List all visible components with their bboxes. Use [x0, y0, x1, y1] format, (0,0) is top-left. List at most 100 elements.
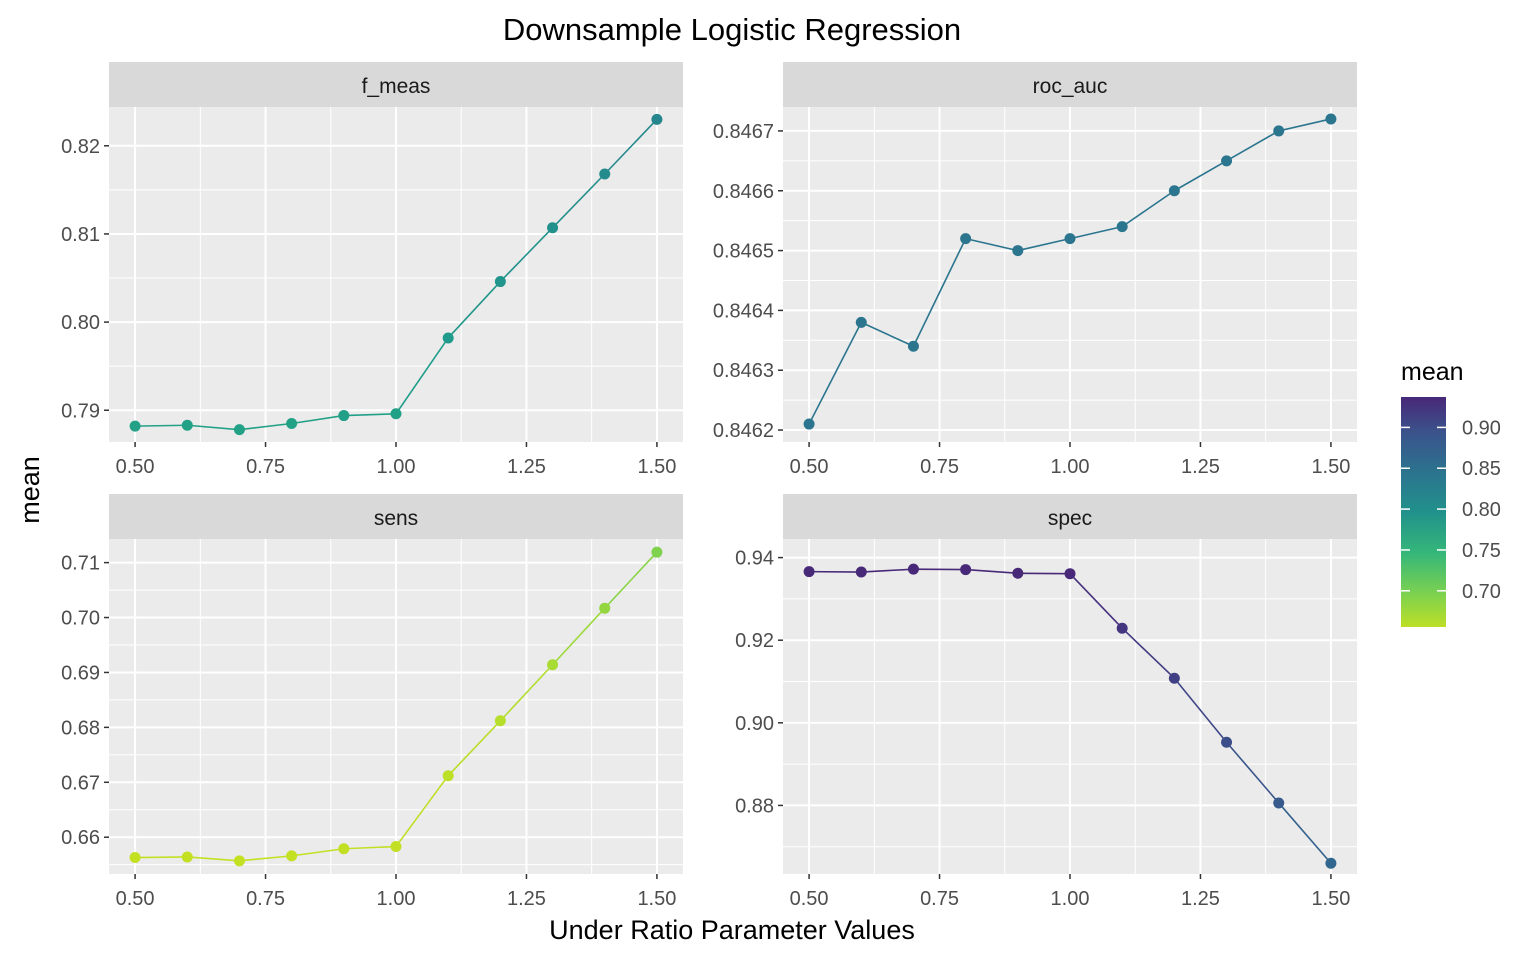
- data-point: [855, 316, 867, 328]
- y-tick-label: 0.8463: [713, 360, 774, 382]
- data-point: [233, 424, 245, 436]
- series-line-segment: [1121, 190, 1175, 228]
- data-point: [855, 566, 867, 578]
- y-tick-label: 0.90: [735, 713, 774, 735]
- x-tick-label: 1.00: [1051, 888, 1090, 910]
- y-tick-label: 0.79: [61, 400, 100, 422]
- data-point: [1168, 672, 1180, 684]
- series-line-segment: [1069, 573, 1123, 629]
- data-point: [907, 563, 919, 575]
- series-line-segment: [1173, 160, 1227, 192]
- x-tick-label: 1.00: [1051, 456, 1090, 478]
- x-tick-label: 1.00: [377, 888, 416, 910]
- facet-strip: [783, 494, 1357, 539]
- legend-tick-label: 0.90: [1462, 417, 1501, 439]
- y-tick-label: 0.88: [735, 795, 774, 817]
- data-point: [338, 843, 350, 855]
- data-point: [1012, 567, 1024, 579]
- data-point: [547, 222, 559, 234]
- facet-panel-sens: sens 0.71 0.70 0.69 0.68 0.67 0.66 0.50 0.75 1.00…: [61, 494, 683, 910]
- x-tick-label: 1.50: [1311, 456, 1350, 478]
- legend-tick-label: 0.75: [1462, 540, 1501, 562]
- series-line-segment: [1069, 225, 1123, 240]
- data-point: [181, 851, 193, 863]
- y-tick-label: 0.82: [61, 136, 100, 158]
- data-point: [1273, 125, 1285, 137]
- legend-tick-label: 0.85: [1462, 458, 1501, 480]
- data-point: [907, 340, 919, 352]
- series-line-segment: [808, 321, 862, 425]
- series-line-segment: [239, 855, 292, 862]
- data-point: [129, 852, 141, 864]
- legend-title: mean: [1401, 358, 1464, 386]
- chart-title: Downsample Logistic Regression: [503, 12, 961, 47]
- data-point: [960, 233, 972, 245]
- y-tick-label: 0.81: [61, 224, 100, 246]
- x-tick-label: 1.25: [507, 456, 546, 478]
- y-tick-label: 0.68: [61, 717, 100, 739]
- data-point: [129, 420, 141, 432]
- data-point: [1221, 736, 1233, 748]
- series-line-segment: [447, 720, 501, 777]
- series-line-segment: [135, 424, 188, 427]
- series-line-segment: [861, 568, 914, 573]
- x-tick-label: 1.25: [507, 888, 546, 910]
- data-point: [286, 417, 298, 429]
- legend-tick-label: 0.80: [1462, 499, 1501, 521]
- data-point: [442, 332, 454, 344]
- y-tick-label: 0.8466: [713, 181, 774, 203]
- series-line-segment: [860, 321, 914, 348]
- x-tick-label: 1.00: [377, 456, 416, 478]
- data-point: [1116, 221, 1128, 233]
- data-point: [1116, 622, 1128, 634]
- data-point: [338, 410, 350, 422]
- facet-panel-f_meas: f_meas 0.82 0.81 0.80 0.79 0.50 0.75 1.00 1.25 1.…: [61, 62, 683, 478]
- series-line-segment: [1225, 741, 1280, 804]
- data-point: [494, 276, 506, 288]
- series-line-segment: [187, 424, 240, 431]
- series-line-segment: [1173, 677, 1228, 743]
- series-line-segment: [499, 227, 554, 283]
- data-point: [1273, 797, 1285, 809]
- y-tick-label: 0.8465: [713, 241, 774, 263]
- data-point: [390, 841, 402, 853]
- y-tick-label: 0.8462: [713, 420, 774, 442]
- x-axis-title: Under Ratio Parameter Values: [549, 915, 915, 945]
- data-point: [442, 770, 454, 782]
- x-tick-label: 0.75: [246, 456, 285, 478]
- series-line-segment: [604, 118, 658, 175]
- data-point: [1221, 155, 1233, 167]
- data-point: [803, 418, 815, 430]
- x-tick-label: 1.50: [637, 888, 676, 910]
- x-tick-label: 1.25: [1181, 888, 1220, 910]
- facet-strip-label: f_meas: [362, 75, 431, 98]
- data-point: [390, 408, 402, 420]
- y-tick-label: 0.66: [61, 827, 100, 849]
- facet-strip-label: spec: [1048, 507, 1092, 530]
- data-point: [599, 168, 611, 180]
- x-tick-label: 0.50: [790, 888, 829, 910]
- series-line-segment: [1278, 802, 1332, 864]
- series-line-segment: [1278, 118, 1332, 132]
- series-line-segment: [395, 775, 449, 848]
- facet-strip: [109, 62, 683, 107]
- x-tick-label: 0.50: [116, 888, 155, 910]
- x-tick-label: 0.75: [920, 888, 959, 910]
- series-line-segment: [912, 238, 967, 347]
- data-point: [651, 546, 663, 558]
- series-line-segment: [447, 281, 501, 339]
- x-tick-label: 0.50: [116, 456, 155, 478]
- y-tick-label: 0.8464: [713, 300, 774, 322]
- data-point: [599, 602, 611, 614]
- series-line-segment: [499, 664, 554, 722]
- series-line-segment: [965, 237, 1018, 252]
- legend-tick-label: 0.70: [1462, 581, 1501, 603]
- data-point: [1064, 568, 1076, 580]
- y-tick-label: 0.69: [61, 662, 100, 684]
- series-line-segment: [965, 568, 1018, 575]
- series-line-segment: [1017, 237, 1071, 252]
- data-point: [494, 715, 506, 727]
- x-tick-label: 1.50: [637, 456, 676, 478]
